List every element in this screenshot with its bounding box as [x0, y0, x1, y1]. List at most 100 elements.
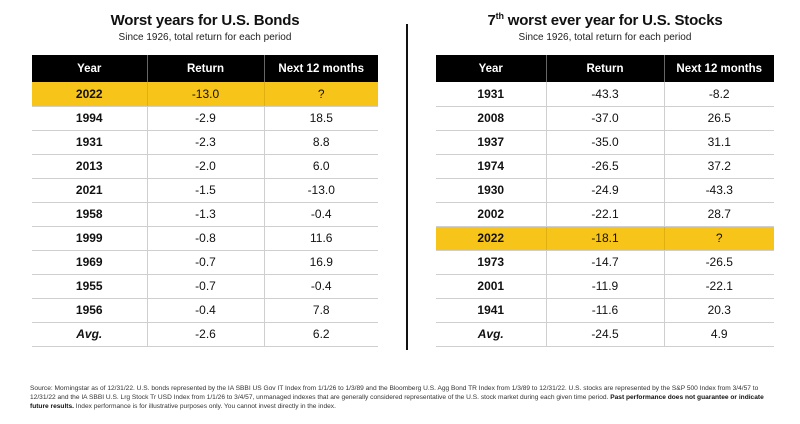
next-12-months-cell: 6.0	[264, 154, 378, 179]
table-row: 1931 -2.3 8.8	[32, 130, 378, 155]
next-12-months-cell: 7.8	[264, 298, 378, 323]
return-cell: -22.1	[546, 202, 665, 227]
table-row: 2008 -37.0 26.5	[436, 106, 774, 131]
next-12-months-cell: 16.9	[264, 250, 378, 275]
year-cell: 2001	[436, 274, 547, 299]
next-12-months-cell: -22.1	[664, 274, 774, 299]
table-row: 2021 -1.5 -13.0	[32, 178, 378, 203]
stocks-table-body: 1931 -43.3 -8.2 2008 -37.0 26.5 1937 -35.0 31.1 1…	[436, 82, 774, 347]
table-row: 1974 -26.5 37.2	[436, 154, 774, 179]
table-row: 2022 -18.1?	[436, 226, 774, 251]
table-row: 1956 -0.4 7.8	[32, 298, 378, 323]
year-cell: Avg.	[436, 322, 547, 347]
next-12-months-cell: 28.7	[664, 202, 774, 227]
stocks-table: Year Return Next 12 months 1931 -43.3 -8.2…	[436, 55, 774, 347]
table-row: 1955 -0.7 -0.4	[32, 274, 378, 299]
year-cell: 2013	[32, 154, 148, 179]
bonds-table-body: 2022 -13.0? 1994 -2.9 18.5 1931 -2.3 8.8 2013 -2.…	[32, 82, 378, 347]
table-row: 1930 -24.9 -43.3	[436, 178, 774, 203]
next-12-months-cell: ?	[264, 82, 378, 107]
stocks-title-rank: 7	[487, 12, 496, 29]
bonds-header-year: Year	[32, 55, 148, 82]
year-cell: 2002	[436, 202, 547, 227]
year-cell: 1994	[32, 106, 148, 131]
year-cell: 1969	[32, 250, 148, 275]
next-12-months-cell: 31.1	[664, 130, 774, 155]
stocks-title: 7th worst ever year for U.S. Stocks	[436, 12, 774, 30]
table-row: 1958 -1.3 -0.4	[32, 202, 378, 227]
return-cell: -14.7	[546, 250, 665, 275]
year-cell: 1973	[436, 250, 547, 275]
return-cell: -13.0	[147, 82, 265, 107]
stocks-title-ordinal: th	[495, 11, 504, 21]
table-row: 1969 -0.7 16.9	[32, 250, 378, 275]
year-cell: 2008	[436, 106, 547, 131]
next-12-months-cell: -0.4	[264, 274, 378, 299]
return-cell: -11.6	[546, 298, 665, 323]
next-12-months-cell: 18.5	[264, 106, 378, 131]
return-cell: -2.0	[147, 154, 265, 179]
stocks-panel: 7th worst ever year for U.S. Stocks Sinc…	[436, 12, 774, 347]
year-cell: 1931	[32, 130, 148, 155]
footnote-tail: Index performance is for illustrative pu…	[73, 403, 336, 410]
return-cell: -1.3	[147, 202, 265, 227]
table-row: 1973 -14.7 -26.5	[436, 250, 774, 275]
stocks-title-text: worst ever year for U.S. Stocks	[503, 12, 723, 29]
return-cell: -35.0	[546, 130, 665, 155]
year-cell: 1958	[32, 202, 148, 227]
panel-divider	[406, 24, 408, 350]
return-cell: -0.7	[147, 274, 265, 299]
next-12-months-cell: -0.4	[264, 202, 378, 227]
next-12-months-cell: 26.5	[664, 106, 774, 131]
return-cell: -26.5	[546, 154, 665, 179]
bonds-title: Worst years for U.S. Bonds	[110, 12, 300, 29]
year-cell: 2022	[436, 226, 547, 251]
return-cell: -24.9	[546, 178, 665, 203]
return-cell: -43.3	[546, 82, 665, 107]
year-cell: 1937	[436, 130, 547, 155]
bonds-header-next: Next 12 months	[264, 55, 378, 82]
year-cell: 1956	[32, 298, 148, 323]
return-cell: -37.0	[546, 106, 665, 131]
table-row: Avg. -24.5 4.9	[436, 322, 774, 347]
next-12-months-cell: -8.2	[664, 82, 774, 107]
table-row: 2001 -11.9 -22.1	[436, 274, 774, 299]
next-12-months-cell: -13.0	[264, 178, 378, 203]
year-cell: 1941	[436, 298, 547, 323]
return-cell: -2.3	[147, 130, 265, 155]
year-cell: 1955	[32, 274, 148, 299]
year-cell: 2022	[32, 82, 148, 107]
table-row: Avg. -2.6 6.2	[32, 322, 378, 347]
next-12-months-cell: 11.6	[264, 226, 378, 251]
table-row: 2013 -2.0 6.0	[32, 154, 378, 179]
next-12-months-cell: 8.8	[264, 130, 378, 155]
return-cell: -1.5	[147, 178, 265, 203]
next-12-months-cell: 37.2	[664, 154, 774, 179]
bonds-panel: Worst years for U.S. Bonds Since 1926, t…	[32, 12, 378, 347]
bonds-subtitle: Since 1926, total return for each period	[118, 32, 292, 43]
stocks-header-return: Return	[546, 55, 665, 82]
table-row: 2022 -13.0?	[32, 82, 378, 107]
return-cell: -0.7	[147, 250, 265, 275]
next-12-months-cell: 6.2	[264, 322, 378, 347]
year-cell: 2021	[32, 178, 148, 203]
return-cell: -2.9	[147, 106, 265, 131]
table-row: 1937 -35.0 31.1	[436, 130, 774, 155]
return-cell: -0.4	[147, 298, 265, 323]
year-cell: 1930	[436, 178, 547, 203]
stocks-header-year: Year	[436, 55, 547, 82]
table-row: 1931 -43.3 -8.2	[436, 82, 774, 107]
next-12-months-cell: ?	[664, 226, 774, 251]
stocks-subtitle: Since 1926, total return for each period	[518, 32, 692, 43]
next-12-months-cell: -43.3	[664, 178, 774, 203]
return-cell: -18.1	[546, 226, 665, 251]
next-12-months-cell: 4.9	[664, 322, 774, 347]
return-cell: -2.6	[147, 322, 265, 347]
footnote-disclaimer: Past performance does not guarantee or i…	[30, 394, 764, 410]
return-cell: -11.9	[546, 274, 665, 299]
year-cell: Avg.	[32, 322, 148, 347]
next-12-months-cell: 20.3	[664, 298, 774, 323]
stocks-header-next: Next 12 months	[664, 55, 774, 82]
year-cell: 1999	[32, 226, 148, 251]
return-cell: -24.5	[546, 322, 665, 347]
